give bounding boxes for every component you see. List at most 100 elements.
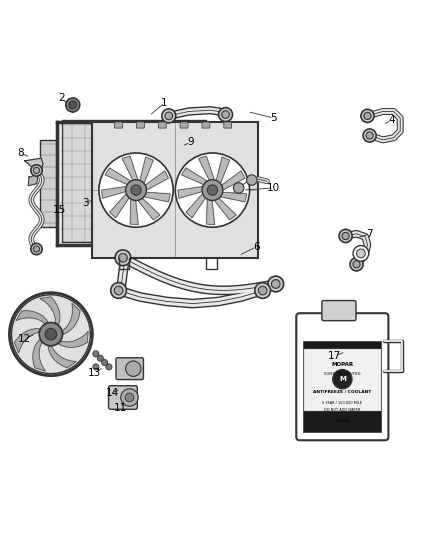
Text: 13: 13 [88, 368, 101, 378]
Circle shape [93, 364, 99, 370]
Circle shape [363, 129, 376, 142]
Text: 5: 5 [270, 113, 277, 123]
Circle shape [119, 254, 127, 262]
Polygon shape [206, 199, 215, 224]
Text: 8: 8 [17, 148, 24, 158]
Polygon shape [138, 198, 160, 220]
Circle shape [126, 180, 146, 200]
Circle shape [339, 229, 352, 243]
Circle shape [353, 261, 360, 268]
Text: 10: 10 [267, 183, 280, 193]
Circle shape [364, 112, 371, 119]
Circle shape [33, 246, 39, 252]
Circle shape [268, 276, 284, 292]
Text: 12: 12 [18, 334, 32, 344]
FancyBboxPatch shape [115, 122, 123, 128]
Polygon shape [178, 187, 203, 198]
FancyBboxPatch shape [303, 341, 381, 432]
Circle shape [353, 246, 369, 261]
FancyBboxPatch shape [202, 122, 210, 128]
Polygon shape [181, 168, 207, 184]
FancyBboxPatch shape [109, 386, 138, 409]
Circle shape [202, 180, 223, 200]
Circle shape [207, 185, 218, 195]
Text: CAUTION: CAUTION [334, 419, 350, 423]
Circle shape [31, 165, 42, 176]
FancyBboxPatch shape [40, 140, 57, 227]
Circle shape [66, 98, 80, 112]
Polygon shape [48, 346, 76, 368]
Circle shape [39, 322, 63, 346]
Polygon shape [105, 168, 131, 184]
Circle shape [114, 286, 123, 295]
Circle shape [361, 109, 374, 123]
Polygon shape [40, 297, 60, 325]
FancyBboxPatch shape [137, 122, 145, 128]
Polygon shape [222, 171, 245, 190]
Circle shape [31, 244, 42, 255]
Text: 15: 15 [53, 205, 66, 215]
Text: 3: 3 [82, 198, 89, 208]
Circle shape [258, 286, 267, 295]
Text: 50/50 PREDILUTED: 50/50 PREDILUTED [324, 373, 360, 376]
Circle shape [233, 183, 244, 193]
Text: 5 YEAR / 150,000 MILE: 5 YEAR / 150,000 MILE [322, 401, 362, 405]
Polygon shape [28, 175, 38, 185]
Text: 14: 14 [106, 388, 119, 398]
Polygon shape [122, 156, 138, 180]
Text: 4: 4 [388, 115, 395, 125]
Text: 17: 17 [328, 351, 341, 361]
FancyBboxPatch shape [224, 122, 232, 128]
Circle shape [99, 153, 173, 227]
Circle shape [93, 351, 99, 357]
Text: 1: 1 [161, 98, 168, 108]
Polygon shape [102, 187, 126, 198]
Circle shape [45, 328, 57, 340]
Circle shape [175, 153, 250, 227]
Circle shape [121, 389, 138, 406]
Polygon shape [140, 157, 153, 183]
Polygon shape [144, 192, 170, 202]
Circle shape [350, 258, 363, 271]
Circle shape [272, 280, 280, 288]
Polygon shape [59, 332, 88, 348]
Circle shape [10, 293, 92, 376]
Polygon shape [16, 311, 48, 324]
Text: 11: 11 [114, 403, 127, 414]
Polygon shape [214, 198, 237, 220]
Polygon shape [216, 157, 230, 183]
Polygon shape [33, 340, 46, 371]
FancyBboxPatch shape [92, 123, 258, 258]
FancyBboxPatch shape [158, 122, 166, 128]
Text: 6: 6 [253, 242, 259, 252]
Circle shape [219, 108, 233, 122]
Polygon shape [186, 193, 205, 218]
Circle shape [126, 361, 141, 376]
Circle shape [97, 355, 103, 361]
Circle shape [247, 175, 257, 185]
Polygon shape [198, 156, 214, 180]
Circle shape [366, 132, 373, 139]
FancyBboxPatch shape [304, 350, 381, 410]
Circle shape [125, 393, 134, 402]
Text: ANTIFREEZE / COOLANT: ANTIFREEZE / COOLANT [313, 390, 371, 394]
Circle shape [111, 282, 127, 298]
Text: 9: 9 [187, 137, 194, 147]
Circle shape [255, 282, 271, 298]
Polygon shape [130, 199, 138, 224]
Text: 7: 7 [366, 229, 373, 239]
Polygon shape [63, 303, 80, 334]
Text: M: M [339, 376, 346, 382]
Text: 2: 2 [59, 93, 65, 103]
Polygon shape [14, 329, 40, 353]
Circle shape [165, 112, 173, 120]
FancyBboxPatch shape [296, 313, 389, 440]
Circle shape [11, 295, 90, 374]
Polygon shape [145, 171, 169, 190]
Text: DO NOT ADD WATER: DO NOT ADD WATER [324, 408, 360, 413]
FancyBboxPatch shape [116, 358, 144, 379]
Polygon shape [110, 193, 129, 218]
Circle shape [357, 249, 365, 258]
Circle shape [106, 364, 112, 370]
Circle shape [69, 101, 77, 109]
